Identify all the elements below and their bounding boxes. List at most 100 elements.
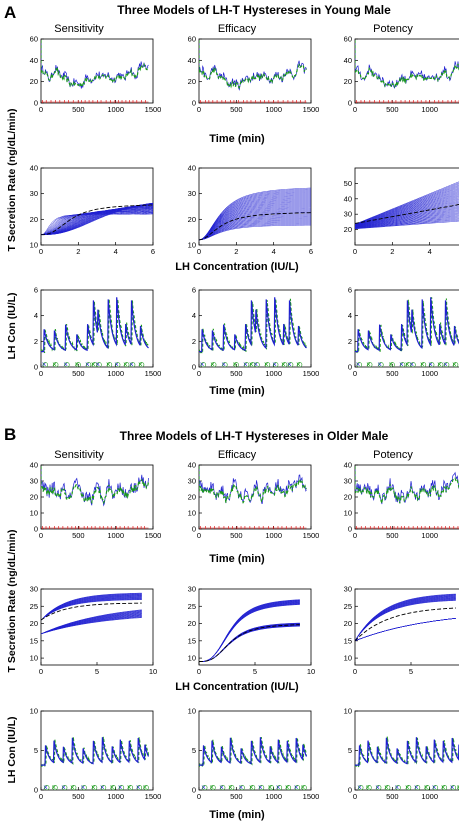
y-tick-label: 0 bbox=[34, 363, 38, 372]
hysteresis-curve bbox=[199, 201, 311, 241]
hysteresis-curve bbox=[199, 200, 311, 241]
hysteresis-curve bbox=[199, 192, 311, 241]
x-tick-label: 2 bbox=[234, 247, 238, 256]
y-tick-label: 0 bbox=[192, 99, 196, 108]
pulse-marker-circle bbox=[233, 362, 239, 367]
pulse-marker: × bbox=[238, 783, 243, 792]
hysteresis-curve bbox=[355, 197, 459, 227]
y-tick-label: 20 bbox=[188, 77, 196, 86]
reference-curve-dashed bbox=[355, 607, 456, 642]
x-tick-label: 0 bbox=[353, 531, 357, 540]
hysteresis-curve bbox=[199, 203, 311, 241]
hysteresis-curve bbox=[355, 618, 456, 642]
hysteresis-curve bbox=[199, 191, 311, 241]
pulse-marker-circle bbox=[244, 362, 250, 367]
lh-blue-line bbox=[199, 297, 307, 353]
x-tick-label: 5 bbox=[253, 667, 257, 676]
hysteresis-curve bbox=[355, 216, 459, 229]
pulse-marker-circle bbox=[273, 362, 279, 367]
hysteresis-curve bbox=[355, 192, 459, 226]
hysteresis-curve bbox=[355, 196, 459, 227]
hysteresis-curve bbox=[199, 190, 311, 241]
pulse-marker: × bbox=[243, 360, 248, 369]
pulse-marker: × bbox=[281, 360, 286, 369]
pulse-marker: × bbox=[138, 360, 143, 369]
pulse-marker: × bbox=[409, 360, 414, 369]
y-tick-label: 2 bbox=[34, 337, 38, 346]
hysteresis-curve bbox=[355, 190, 459, 226]
x-tick-label: 1000 bbox=[265, 369, 282, 378]
hysteresis-curve bbox=[199, 216, 311, 241]
y-tick-label: 0 bbox=[34, 99, 38, 108]
pulse-marker: × bbox=[118, 783, 123, 792]
y-tick-label: 4 bbox=[34, 311, 38, 320]
y-tick-label: 40 bbox=[30, 461, 38, 470]
x-tick-label: 0 bbox=[197, 531, 201, 540]
pulse-marker-circle bbox=[268, 785, 274, 790]
pulse-marker-circle bbox=[239, 785, 245, 790]
pulse-marker-circle bbox=[92, 785, 98, 790]
pulse-marker: × bbox=[375, 783, 380, 792]
pulse-marker: × bbox=[264, 360, 269, 369]
hysteresis-curve bbox=[355, 593, 456, 641]
pulse-marker: × bbox=[142, 783, 147, 792]
hysteresis-curve bbox=[355, 185, 459, 225]
pulse-marker-circle bbox=[395, 785, 401, 790]
panel-letter-b: B bbox=[4, 425, 16, 444]
pulse-marker-circle bbox=[420, 362, 427, 367]
hysteresis-curve bbox=[355, 200, 459, 227]
hysteresis-curve bbox=[199, 202, 311, 241]
hysteresis-curve bbox=[199, 599, 300, 662]
y-tick-label: 5 bbox=[34, 746, 38, 755]
x-tick-label: 1500 bbox=[303, 792, 320, 801]
y-tick-label: 20 bbox=[344, 77, 352, 86]
pulse-marker-circle bbox=[71, 785, 77, 790]
y-tick-label: 2 bbox=[192, 337, 196, 346]
x-tick-label: 0 bbox=[197, 247, 201, 256]
series-line-green-dashed bbox=[199, 466, 307, 504]
pulse-marker: × bbox=[85, 360, 90, 369]
hysteresis-curve bbox=[199, 187, 311, 241]
hysteresis-curve bbox=[199, 196, 311, 241]
axes-frame bbox=[40, 464, 154, 530]
y-tick-label: 25 bbox=[30, 602, 38, 611]
pulse-marker-circle bbox=[288, 362, 294, 367]
pulse-marker-circle bbox=[410, 362, 416, 367]
pulse-marker-circle bbox=[139, 362, 145, 367]
x-tick-label: 500 bbox=[72, 792, 85, 801]
pulse-marker: × bbox=[384, 783, 389, 792]
pulse-marker-circle bbox=[106, 362, 113, 367]
xlabel-a-time-top: Time (min) bbox=[209, 133, 265, 145]
pulse-marker-circle bbox=[285, 785, 292, 790]
pulse-marker: × bbox=[258, 783, 263, 792]
reference-curve-dashed bbox=[41, 602, 142, 621]
pulse-marker-circle bbox=[53, 362, 59, 367]
y-tick-label: 0 bbox=[348, 363, 352, 372]
x-tick-label: 1000 bbox=[107, 105, 124, 114]
y-tick-label: 20 bbox=[30, 493, 38, 502]
pulse-marker: × bbox=[123, 360, 128, 369]
hysteresis-curve bbox=[355, 186, 459, 226]
pulse-marker: × bbox=[405, 783, 410, 792]
hysteresis-curve bbox=[355, 204, 459, 228]
y-tick-label: 10 bbox=[188, 654, 196, 663]
ylabel-b-t-secretion: T Secretion Rate (ng/dL/min) bbox=[6, 530, 18, 673]
pulse-marker-circle bbox=[130, 362, 136, 367]
pulse-marker-circle bbox=[200, 362, 206, 367]
y-tick-label: 60 bbox=[30, 35, 38, 44]
pulse-marker: × bbox=[127, 783, 132, 792]
hysteresis-curve bbox=[355, 218, 459, 229]
hysteresis-curve bbox=[199, 197, 311, 241]
pulse-marker-circle bbox=[118, 785, 125, 790]
pulse-marker-circle bbox=[297, 362, 303, 367]
hysteresis-curve bbox=[41, 609, 142, 635]
hysteresis-curve bbox=[199, 189, 311, 241]
hysteresis-curve bbox=[199, 198, 311, 241]
pulse-marker-circle bbox=[258, 785, 265, 790]
x-tick-label: 500 bbox=[72, 105, 85, 114]
x-tick-label: 0 bbox=[197, 667, 201, 676]
time-t-plot-a-1: 0 500 1000 1500 0 20 40 60 bbox=[188, 35, 320, 115]
